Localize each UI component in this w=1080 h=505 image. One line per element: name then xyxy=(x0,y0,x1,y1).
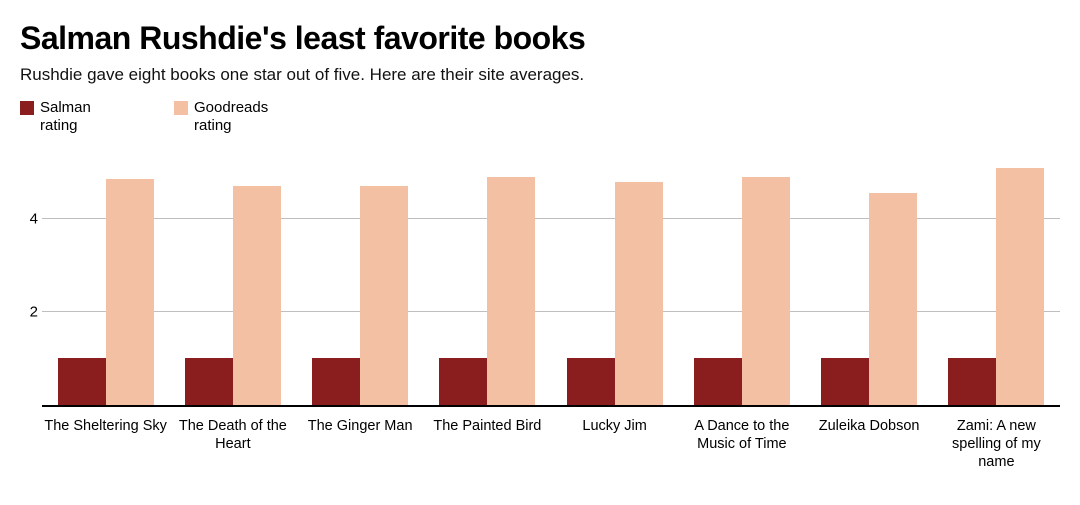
x-axis-label: Zuleika Dobson xyxy=(806,417,933,471)
bar-pair xyxy=(42,179,169,405)
bar-pair xyxy=(424,177,551,405)
bar-goodreads xyxy=(742,177,790,405)
legend-label-goodreads: Goodreads rating xyxy=(194,99,284,135)
bar-salman xyxy=(312,358,360,405)
bar-salman xyxy=(185,358,233,405)
bar-group xyxy=(42,151,169,405)
subtitle: Rushdie gave eight books one star out of… xyxy=(20,65,1060,85)
bar-goodreads xyxy=(996,168,1044,405)
legend-item-salman: Salman rating xyxy=(20,99,130,135)
bar-pair xyxy=(806,193,933,405)
bar-pair xyxy=(678,177,805,405)
x-axis-labels: The Sheltering SkyThe Death of the Heart… xyxy=(42,417,1060,471)
x-axis-label: Lucky Jim xyxy=(551,417,678,471)
bar-salman xyxy=(821,358,869,405)
legend-swatch-salman xyxy=(20,101,34,115)
bar-goodreads xyxy=(869,193,917,405)
bar-pair xyxy=(169,186,296,405)
legend-label-salman: Salman rating xyxy=(40,99,130,135)
x-axis-label: The Sheltering Sky xyxy=(42,417,169,471)
y-tick-label: 2 xyxy=(20,303,38,320)
x-axis-label: The Painted Bird xyxy=(424,417,551,471)
legend-swatch-goodreads xyxy=(174,101,188,115)
bar-goodreads xyxy=(360,186,408,405)
bar-salman xyxy=(58,358,106,405)
bar-group xyxy=(551,151,678,405)
bar-salman xyxy=(694,358,742,405)
bar-goodreads xyxy=(106,179,154,405)
bar-group xyxy=(806,151,933,405)
bar-group xyxy=(678,151,805,405)
legend: Salman rating Goodreads rating xyxy=(20,99,1060,135)
bar-salman xyxy=(567,358,615,405)
bar-pair xyxy=(933,168,1060,405)
legend-item-goodreads: Goodreads rating xyxy=(174,99,284,135)
x-axis-label: The Ginger Man xyxy=(297,417,424,471)
bar-group xyxy=(169,151,296,405)
chart: 24 The Sheltering SkyThe Death of the He… xyxy=(20,151,1060,471)
bar-goodreads xyxy=(615,182,663,405)
bar-group xyxy=(933,151,1060,405)
x-axis-label: The Death of the Heart xyxy=(169,417,296,471)
bars-container xyxy=(42,151,1060,405)
bar-group xyxy=(424,151,551,405)
x-axis-label: Zami: A new spelling of my name xyxy=(933,417,1060,471)
page-title: Salman Rushdie's least favorite books xyxy=(20,20,1060,57)
x-axis-label: A Dance to the Music of Time xyxy=(678,417,805,471)
bar-salman xyxy=(439,358,487,405)
bar-group xyxy=(297,151,424,405)
bar-goodreads xyxy=(487,177,535,405)
bar-salman xyxy=(948,358,996,405)
bar-pair xyxy=(551,182,678,405)
bar-pair xyxy=(297,186,424,405)
bar-goodreads xyxy=(233,186,281,405)
plot-area: 24 xyxy=(42,151,1060,407)
y-tick-label: 4 xyxy=(20,210,38,227)
